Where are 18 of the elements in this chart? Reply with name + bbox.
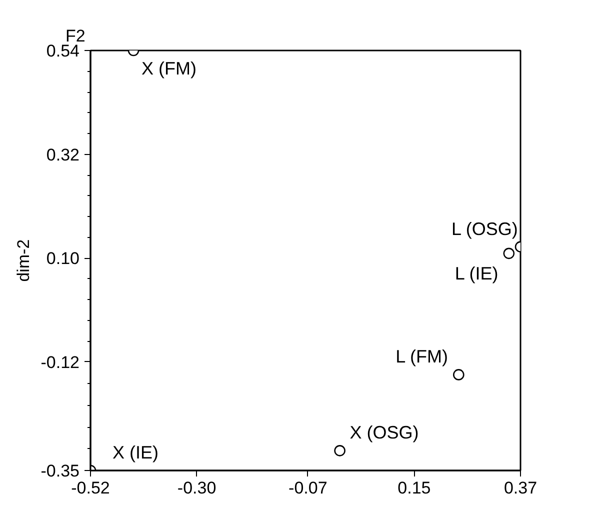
x-tick-label: -0.07: [288, 478, 328, 498]
x-tick-label: -0.52: [71, 478, 110, 498]
annotation: L (OSG): [451, 218, 518, 239]
annotation: L (FM): [396, 346, 448, 367]
y-tick-label: 0.32: [46, 145, 80, 164]
x-tick-label: 0.15: [398, 478, 431, 498]
x-tick-label: -0.30: [177, 478, 216, 498]
y-tick-label: 0.10: [46, 249, 80, 268]
annotation: X (FM): [142, 58, 196, 78]
y-axis-title: dim-2: [14, 239, 33, 282]
annotation: L (IE): [454, 263, 498, 284]
point: [453, 369, 464, 380]
x-tick-label: 0.37: [504, 478, 538, 498]
y-tick-label: -0.35: [40, 462, 80, 480]
annotation: X (OSG): [350, 422, 419, 443]
point: [503, 248, 515, 260]
annotation: X (IE): [112, 442, 159, 462]
y-tick-label: -0.12: [40, 352, 80, 372]
